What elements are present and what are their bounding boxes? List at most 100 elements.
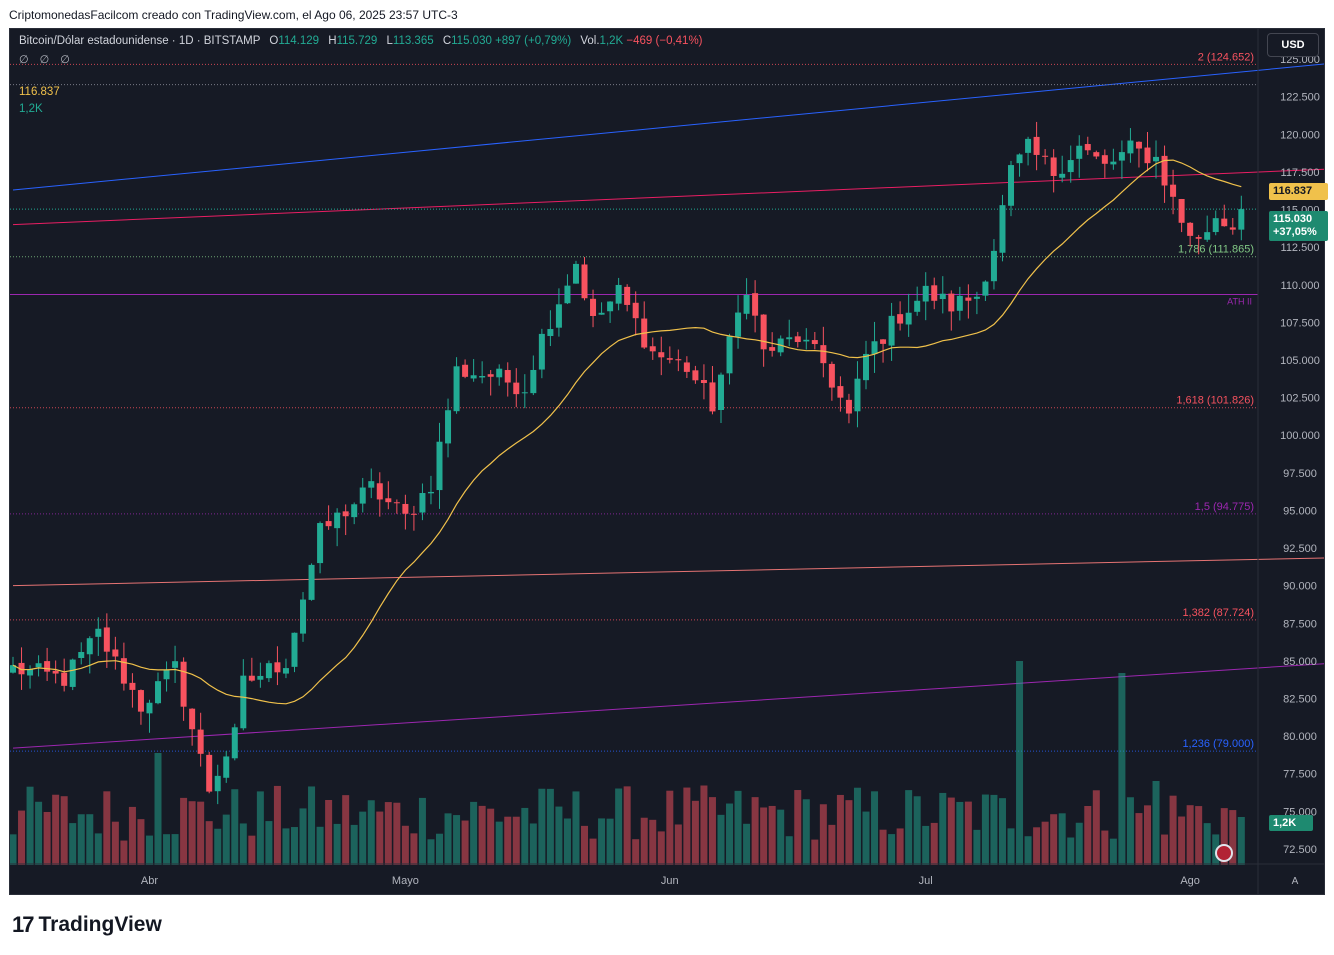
candle-body-130 <box>1118 152 1125 161</box>
candle-body-38 <box>334 512 341 529</box>
auto-scale-button[interactable]: A <box>1291 875 1299 887</box>
volume-bar-80 <box>691 800 699 865</box>
volume-bar-79 <box>683 787 691 865</box>
candle-body-85 <box>735 312 742 337</box>
y-tick-label-5: 112.500 <box>1281 242 1320 254</box>
candle-body-50 <box>436 441 443 491</box>
volume-bar-67 <box>581 825 589 865</box>
volume-bar-115 <box>990 794 998 865</box>
y-tick-label-19: 77.500 <box>1283 769 1317 781</box>
volume-bar-42 <box>367 800 375 865</box>
candle-body-78 <box>675 359 682 361</box>
candle-body-35 <box>308 564 315 600</box>
volume-bar-122 <box>1050 814 1058 865</box>
volume-bar-12 <box>111 821 119 865</box>
candle-body-12 <box>112 649 119 657</box>
candle-body-65 <box>564 285 571 304</box>
candle-body-63 <box>547 329 554 337</box>
candle-body-81 <box>700 380 707 384</box>
volume-bar-56 <box>487 808 495 865</box>
volume-bar-111 <box>956 801 964 865</box>
tradingview-wordmark: TradingView <box>38 913 162 936</box>
candle-body-143 <box>1229 227 1236 230</box>
volume-bar-22 <box>197 801 205 865</box>
fib-label-2: 1,618 (101.826) <box>1176 395 1254 407</box>
symbol-label: Bitcoin/Dólar estadounidense · 1D · BITS… <box>19 35 261 47</box>
volume-bar-123 <box>1058 813 1066 865</box>
volume-bar-35 <box>308 786 316 865</box>
indicator-legend[interactable]: ∅ ∅ ∅ <box>19 54 74 66</box>
candle-body-82 <box>709 382 716 412</box>
candle-body-73 <box>632 302 639 319</box>
caption: CriptomonedasFacilcom creado con Trading… <box>9 8 458 22</box>
candle-body-134 <box>1153 156 1160 162</box>
volume-bar-116 <box>998 798 1006 865</box>
last-price-tag: 115.030 +37,05% <box>1269 211 1328 241</box>
candle-body-36 <box>317 523 324 564</box>
candle-body-86 <box>743 294 750 314</box>
y-tick-label-9: 102.500 <box>1280 393 1320 405</box>
fib-label-4: 1,382 (87.724) <box>1182 607 1254 619</box>
tradingview-mark-icon: 17 <box>12 912 35 937</box>
candle-body-45 <box>393 502 400 504</box>
x-tick-label-1: Mayo <box>392 875 419 887</box>
candle-body-83 <box>717 374 724 411</box>
candle-body-4 <box>44 661 51 672</box>
candle-body-135 <box>1161 155 1168 186</box>
volume-bar-3 <box>35 801 43 865</box>
y-tick-label-0: 125.000 <box>1280 54 1320 66</box>
volume-bar-118 <box>1016 661 1024 865</box>
volume-bar-68 <box>589 838 597 865</box>
candle-body-131 <box>1127 140 1134 154</box>
volume-bar-66 <box>572 791 580 865</box>
candle-body-101 <box>871 341 878 355</box>
candle-body-71 <box>615 284 622 304</box>
volume-bar-93 <box>802 799 810 865</box>
candle-body-92 <box>794 336 801 343</box>
y-tick-label-14: 90.000 <box>1283 581 1317 593</box>
volume-bar-51 <box>444 813 452 865</box>
candle-body-95 <box>820 345 827 364</box>
symbol-legend: Bitcoin/Dólar estadounidense · 1D · BITS… <box>19 35 703 47</box>
volume-bar-50 <box>436 833 443 865</box>
candle-body-27 <box>240 675 247 729</box>
candle-body-13 <box>120 658 127 684</box>
low-value: 113.365 <box>392 35 434 47</box>
chart-frame[interactable]: ATH II 2 (124.652) 1,786 (111.865) 1,618 (1… <box>9 28 1328 895</box>
y-tick-label-17: 82.500 <box>1283 694 1317 706</box>
candle-body-116 <box>999 205 1006 253</box>
candle-body-84 <box>726 336 733 374</box>
volume-bar-69 <box>598 818 606 865</box>
candle-body-118 <box>1016 154 1023 164</box>
x-tick-label-3: Jul <box>919 875 933 887</box>
price-chart[interactable]: ATH II 2 (124.652) 1,786 (111.865) 1,618 (1… <box>10 29 1324 894</box>
candle-body-125 <box>1076 145 1083 159</box>
volume-bar-36 <box>316 826 324 865</box>
y-tick-label-2: 120.000 <box>1280 129 1320 141</box>
volume-bar-10 <box>94 833 102 865</box>
close-value: 115.030 <box>451 35 492 47</box>
candle-body-53 <box>462 364 469 377</box>
candle-body-124 <box>1067 160 1074 173</box>
us-flag-icon[interactable] <box>1215 844 1233 862</box>
candle-body-1 <box>18 662 25 675</box>
volume-bar-26 <box>231 789 239 865</box>
candle-body-102 <box>880 339 887 344</box>
volume-bar-91 <box>785 836 793 865</box>
volume-bar-15 <box>137 819 145 865</box>
volume-bar-1 <box>18 810 26 865</box>
volume-bar-70 <box>606 818 614 865</box>
volume-bar-104 <box>896 828 904 865</box>
trendline-1 <box>12 168 1324 226</box>
candle-body-32 <box>282 668 289 674</box>
volume-bar-20 <box>180 797 188 865</box>
currency-button[interactable]: USD <box>1267 33 1319 57</box>
x-tick-label-0: Abr <box>141 875 158 887</box>
volume-bar-94 <box>811 839 819 865</box>
candle-body-77 <box>666 358 673 360</box>
x-tick-label-2: Jun <box>661 875 679 887</box>
volume-bar-44 <box>384 802 392 865</box>
tradingview-logo[interactable]: 17 TradingView <box>12 912 162 938</box>
volume-bar-58 <box>504 816 512 865</box>
last-price-change: +37,05% <box>1273 226 1317 238</box>
